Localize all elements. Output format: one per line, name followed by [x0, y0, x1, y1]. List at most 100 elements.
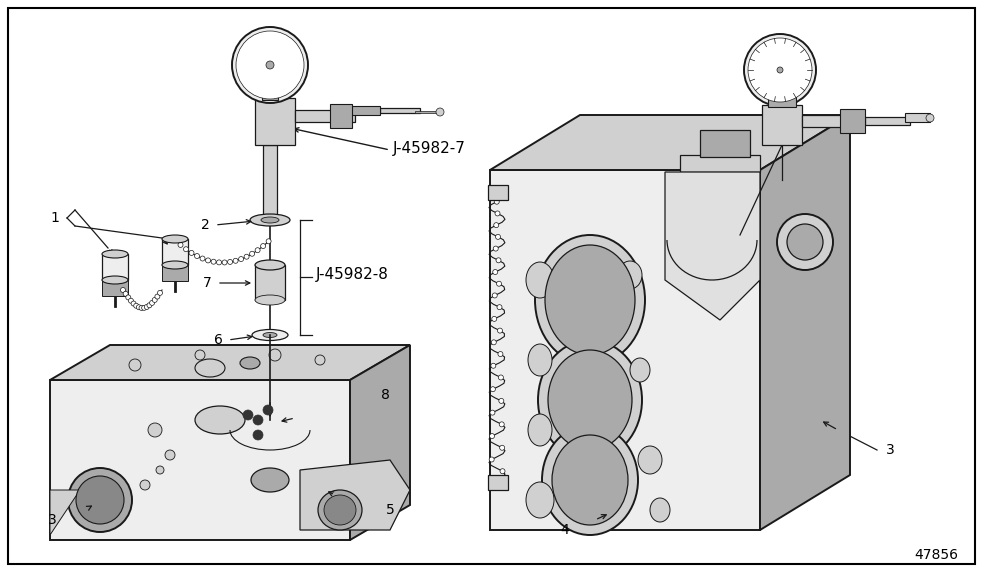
Polygon shape: [665, 172, 760, 320]
Ellipse shape: [528, 344, 552, 376]
Circle shape: [490, 410, 495, 415]
Circle shape: [493, 223, 498, 228]
Circle shape: [494, 199, 499, 204]
Circle shape: [256, 248, 260, 253]
Ellipse shape: [251, 468, 289, 492]
Circle shape: [121, 288, 126, 292]
Circle shape: [777, 214, 833, 270]
Polygon shape: [102, 280, 128, 296]
Circle shape: [155, 294, 160, 299]
Circle shape: [200, 256, 205, 261]
Polygon shape: [162, 239, 188, 265]
Circle shape: [129, 359, 141, 371]
Circle shape: [436, 108, 444, 116]
Circle shape: [178, 243, 183, 248]
Circle shape: [142, 305, 146, 311]
Ellipse shape: [102, 276, 128, 284]
Circle shape: [148, 423, 162, 437]
Circle shape: [496, 281, 501, 286]
Circle shape: [244, 254, 249, 259]
Circle shape: [266, 61, 274, 69]
Circle shape: [157, 291, 162, 295]
Ellipse shape: [195, 406, 245, 434]
Circle shape: [250, 251, 255, 256]
Circle shape: [68, 468, 132, 532]
Text: 6: 6: [213, 333, 222, 347]
Circle shape: [145, 304, 149, 309]
Circle shape: [152, 297, 157, 303]
Circle shape: [140, 480, 150, 490]
Ellipse shape: [618, 261, 642, 289]
Circle shape: [134, 303, 139, 308]
Ellipse shape: [195, 359, 225, 377]
Polygon shape: [762, 105, 802, 145]
Text: 4: 4: [560, 523, 569, 537]
Ellipse shape: [255, 260, 285, 270]
Circle shape: [228, 260, 233, 264]
Circle shape: [195, 253, 200, 259]
Circle shape: [76, 476, 124, 524]
Circle shape: [149, 300, 154, 305]
Circle shape: [233, 259, 238, 263]
Circle shape: [744, 34, 816, 106]
Circle shape: [497, 328, 502, 333]
Polygon shape: [840, 109, 865, 133]
Text: 8: 8: [380, 388, 389, 402]
Polygon shape: [488, 185, 508, 200]
Circle shape: [172, 237, 178, 243]
Circle shape: [495, 235, 500, 239]
Circle shape: [495, 211, 500, 216]
Circle shape: [500, 468, 505, 474]
Circle shape: [777, 67, 783, 73]
Polygon shape: [255, 265, 285, 300]
Ellipse shape: [526, 482, 554, 518]
Circle shape: [216, 260, 221, 265]
Circle shape: [492, 269, 497, 275]
Circle shape: [490, 434, 494, 439]
Text: 2: 2: [201, 218, 209, 232]
Circle shape: [131, 301, 136, 306]
Ellipse shape: [548, 350, 632, 450]
Circle shape: [491, 363, 495, 368]
Polygon shape: [760, 115, 850, 530]
Polygon shape: [50, 380, 350, 540]
Polygon shape: [490, 115, 850, 170]
Ellipse shape: [261, 217, 279, 223]
Circle shape: [263, 405, 273, 415]
Circle shape: [253, 430, 263, 440]
Ellipse shape: [318, 490, 362, 530]
Polygon shape: [490, 170, 760, 530]
Circle shape: [494, 188, 499, 193]
Text: 7: 7: [202, 276, 211, 290]
Circle shape: [269, 349, 281, 361]
Circle shape: [137, 305, 142, 309]
Circle shape: [222, 260, 227, 265]
Ellipse shape: [528, 414, 552, 446]
Text: J-45982-8: J-45982-8: [316, 268, 389, 283]
Circle shape: [126, 295, 131, 300]
Ellipse shape: [240, 357, 260, 369]
Circle shape: [260, 244, 265, 249]
Ellipse shape: [650, 498, 670, 522]
Circle shape: [496, 258, 501, 263]
Polygon shape: [162, 265, 188, 281]
Polygon shape: [768, 95, 796, 107]
Circle shape: [787, 224, 823, 260]
Polygon shape: [415, 111, 440, 113]
Circle shape: [165, 450, 175, 460]
Ellipse shape: [102, 250, 128, 258]
Circle shape: [492, 293, 497, 298]
Ellipse shape: [324, 495, 356, 525]
Polygon shape: [263, 145, 277, 220]
Ellipse shape: [538, 340, 642, 460]
Ellipse shape: [255, 295, 285, 305]
Circle shape: [211, 259, 216, 264]
Circle shape: [123, 291, 128, 296]
Polygon shape: [802, 115, 850, 127]
Circle shape: [156, 466, 164, 474]
Polygon shape: [330, 104, 352, 128]
Ellipse shape: [542, 425, 638, 535]
Text: 3: 3: [886, 443, 895, 457]
Polygon shape: [380, 108, 420, 113]
Circle shape: [146, 303, 152, 308]
